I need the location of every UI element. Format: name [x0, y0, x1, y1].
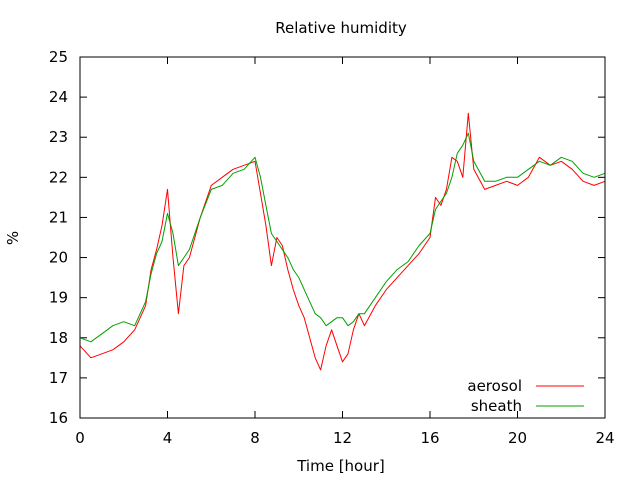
x-tick-label: 24	[595, 429, 614, 447]
y-tick-label: 24	[49, 88, 68, 106]
x-tick-label: 4	[163, 429, 173, 447]
y-tick-label: 23	[49, 128, 68, 146]
plot-frame	[79, 56, 606, 419]
chart-title: Relative humidity	[275, 19, 407, 37]
legend-label-aerosol: aerosol	[467, 377, 522, 395]
series-line-aerosol	[79, 112, 606, 371]
x-tick-label: 0	[75, 429, 85, 447]
x-axis-label: Time [hour]	[296, 457, 385, 475]
y-tick-label: 21	[49, 208, 68, 226]
x-tick-label: 16	[420, 429, 439, 447]
y-tick-label: 17	[49, 369, 68, 387]
y-tick-label: 18	[49, 329, 68, 347]
y-axis-label: %	[4, 231, 22, 245]
y-tick-label: 25	[49, 48, 68, 66]
legend-label-sheath: sheath	[471, 397, 522, 415]
series-layer	[79, 112, 606, 371]
x-tick-label: 8	[250, 429, 260, 447]
y-tick-label: 20	[49, 249, 68, 267]
y-tick-label: 22	[49, 168, 68, 186]
axis-ticks: 16 17 18 19 20 21 22 23 24 25 0 4 8 12 16 20 24	[49, 48, 615, 447]
legend: aerosol sheath	[467, 377, 584, 415]
y-tick-label: 16	[49, 409, 68, 427]
series-line-sheath	[79, 132, 606, 343]
x-tick-label: 12	[333, 429, 352, 447]
y-tick-label: 19	[49, 289, 68, 307]
x-tick-label: 20	[508, 429, 527, 447]
